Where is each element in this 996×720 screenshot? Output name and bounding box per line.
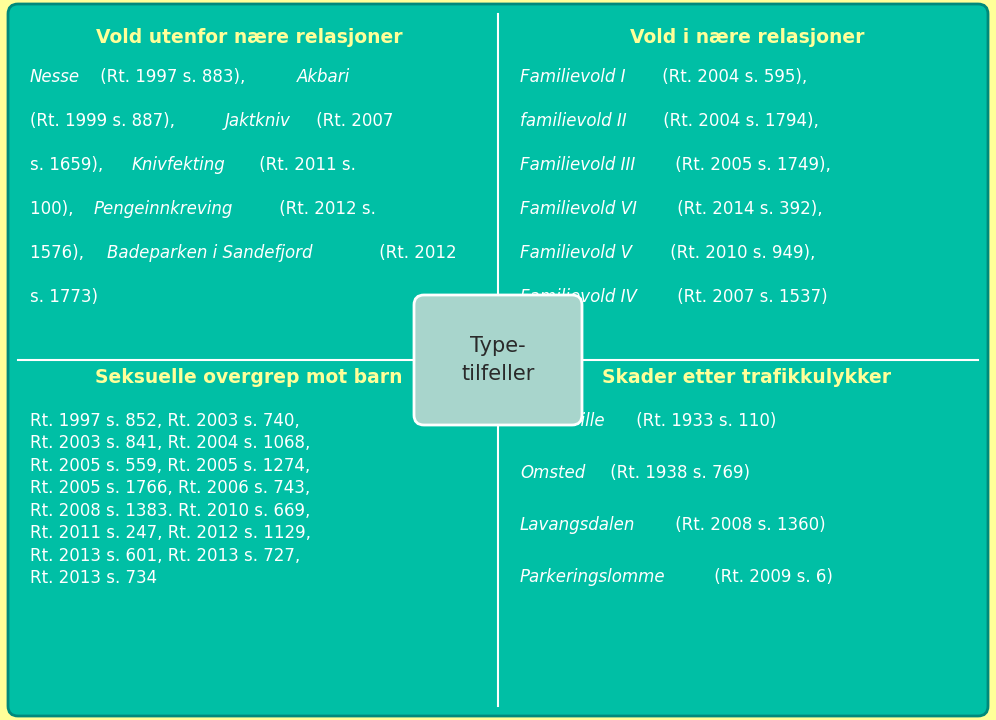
Text: Parkeringslomme: Parkeringslomme — [520, 568, 665, 586]
Text: (Rt. 2014 s. 392),: (Rt. 2014 s. 392), — [671, 200, 823, 218]
Text: Lavangsdalen: Lavangsdalen — [520, 516, 635, 534]
Text: (Rt. 2004 s. 1794),: (Rt. 2004 s. 1794), — [658, 112, 820, 130]
Text: (Rt. 2007: (Rt. 2007 — [311, 112, 393, 130]
Text: (Rt. 2012 s.: (Rt. 2012 s. — [274, 200, 376, 218]
Text: (Rt. 1933 s. 110): (Rt. 1933 s. 110) — [631, 412, 777, 430]
Text: s. 1659),: s. 1659), — [30, 156, 109, 174]
Text: Familievold IV: Familievold IV — [520, 288, 636, 306]
Text: Familievold I: Familievold I — [520, 68, 625, 86]
Text: s. 1773): s. 1773) — [30, 288, 98, 306]
Text: Pengeinnkreving: Pengeinnkreving — [94, 200, 233, 218]
FancyBboxPatch shape — [8, 4, 988, 716]
Text: (Rt. 2007 s. 1537): (Rt. 2007 s. 1537) — [671, 288, 828, 306]
Text: Vold utenfor nære relasjoner: Vold utenfor nære relasjoner — [96, 28, 402, 47]
Text: (Rt. 2010 s. 949),: (Rt. 2010 s. 949), — [665, 244, 816, 262]
Text: 1576),: 1576), — [30, 244, 90, 262]
Text: tilfeller: tilfeller — [461, 364, 535, 384]
Text: Knivfekting: Knivfekting — [131, 156, 226, 174]
Text: (Rt. 2009 s. 6): (Rt. 2009 s. 6) — [709, 568, 833, 586]
Text: (Rt. 2011 s.: (Rt. 2011 s. — [254, 156, 356, 174]
Text: Nesse: Nesse — [30, 68, 80, 86]
Text: Type-: Type- — [470, 336, 526, 356]
Text: (Rt. 1999 s. 887),: (Rt. 1999 s. 887), — [30, 112, 180, 130]
Text: 100),: 100), — [30, 200, 79, 218]
Text: Familievold III: Familievold III — [520, 156, 635, 174]
Text: (Rt. 1997 s. 883),: (Rt. 1997 s. 883), — [95, 68, 251, 86]
Text: Omsted: Omsted — [520, 464, 586, 482]
Text: Akbari: Akbari — [297, 68, 351, 86]
Text: (Rt. 2004 s. 595),: (Rt. 2004 s. 595), — [657, 68, 808, 86]
Text: (Rt. 2008 s. 1360): (Rt. 2008 s. 1360) — [670, 516, 826, 534]
Text: Vold i nære relasjoner: Vold i nære relasjoner — [629, 28, 865, 47]
Text: Seksuelle overgrep mot barn: Seksuelle overgrep mot barn — [96, 368, 402, 387]
FancyBboxPatch shape — [414, 295, 582, 425]
Text: Jaktkniv: Jaktkniv — [225, 112, 291, 130]
Text: (Rt. 2012: (Rt. 2012 — [374, 244, 456, 262]
Text: Badeparken i Sandefjord: Badeparken i Sandefjord — [107, 244, 313, 262]
Text: Hestetrille: Hestetrille — [520, 412, 606, 430]
Text: Rt. 1997 s. 852, Rt. 2003 s. 740,
Rt. 2003 s. 841, Rt. 2004 s. 1068,
Rt. 2005 s.: Rt. 1997 s. 852, Rt. 2003 s. 740, Rt. 20… — [30, 412, 311, 588]
Text: Familievold V: Familievold V — [520, 244, 632, 262]
Text: (Rt. 2005 s. 1749),: (Rt. 2005 s. 1749), — [669, 156, 831, 174]
Text: familievold II: familievold II — [520, 112, 626, 130]
Text: (Rt. 1938 s. 769): (Rt. 1938 s. 769) — [605, 464, 750, 482]
Text: Skader etter trafikkulykker: Skader etter trafikkulykker — [603, 368, 891, 387]
Text: Familievold VI: Familievold VI — [520, 200, 636, 218]
